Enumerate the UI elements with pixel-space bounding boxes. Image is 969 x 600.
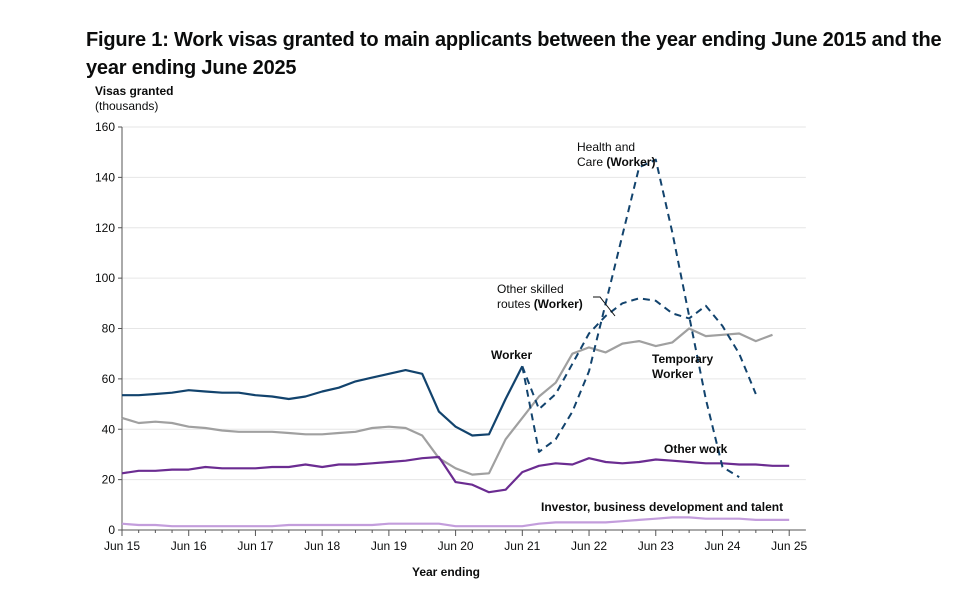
y-tick-label: 160	[95, 120, 115, 134]
y-axis-title: Visas granted	[95, 84, 173, 98]
x-tick-label: Jun 22	[571, 539, 607, 553]
x-tick-label: Jun 16	[171, 539, 207, 553]
x-tick-label: Jun 15	[104, 539, 140, 553]
annotation-other-skilled-line2: routes (Worker)	[497, 297, 583, 311]
x-tick-label: Jun 25	[771, 539, 807, 553]
series-line-other-work	[121, 455, 790, 494]
y-tick-label: 60	[102, 372, 116, 386]
series-line-temporary-worker	[121, 327, 773, 476]
series-line-other-skilled-routes-worker	[521, 297, 757, 411]
y-tick-label: 40	[102, 422, 116, 436]
series-line-health-and-care-worker	[521, 158, 740, 478]
x-tick-label: Jun 21	[504, 539, 540, 553]
chart-title: Figure 1: Work visas granted to main app…	[86, 29, 942, 79]
series-line-worker	[122, 365, 524, 437]
annotation-other-work: Other work	[664, 442, 728, 456]
y-tick-label: 20	[102, 473, 116, 487]
annotation-investor: Investor, business development and talen…	[541, 500, 783, 514]
annotation-other-skilled: Other skilled	[497, 282, 564, 296]
gridlines	[122, 126, 806, 481]
x-tick-label: Jun 24	[704, 539, 740, 553]
annotation-leader-line	[593, 296, 616, 317]
series-lines	[121, 158, 790, 528]
y-tick-label: 80	[102, 322, 116, 336]
y-tick-label: 0	[108, 523, 115, 537]
annotation-temporary-worker: Temporary	[652, 352, 713, 366]
annotation-health-care-line2: Care (Worker)	[577, 155, 655, 169]
y-axis-unit: (thousands)	[95, 99, 158, 113]
axes: 0 20 40 60 80 100 120 140 160 Jun 15 Jun 16 Jun 17 J…	[95, 120, 808, 553]
x-axis-title: Year ending	[412, 565, 480, 579]
x-tick-label: Jun 18	[304, 539, 340, 553]
x-tick-label: Jun 17	[237, 539, 273, 553]
annotation-health-care: Health and	[577, 140, 635, 154]
x-tick-label: Jun 23	[638, 539, 674, 553]
annotation-worker: Worker	[491, 348, 532, 362]
y-tick-label: 140	[95, 170, 115, 184]
y-tick-label: 120	[95, 221, 115, 235]
series-line-investor-business-development-and-talent	[121, 516, 790, 528]
x-tick-label: Jun 19	[371, 539, 407, 553]
y-tick-label: 100	[95, 271, 115, 285]
annotation-temporary-worker-line2: Worker	[652, 367, 693, 381]
x-tick-label: Jun 20	[438, 539, 474, 553]
